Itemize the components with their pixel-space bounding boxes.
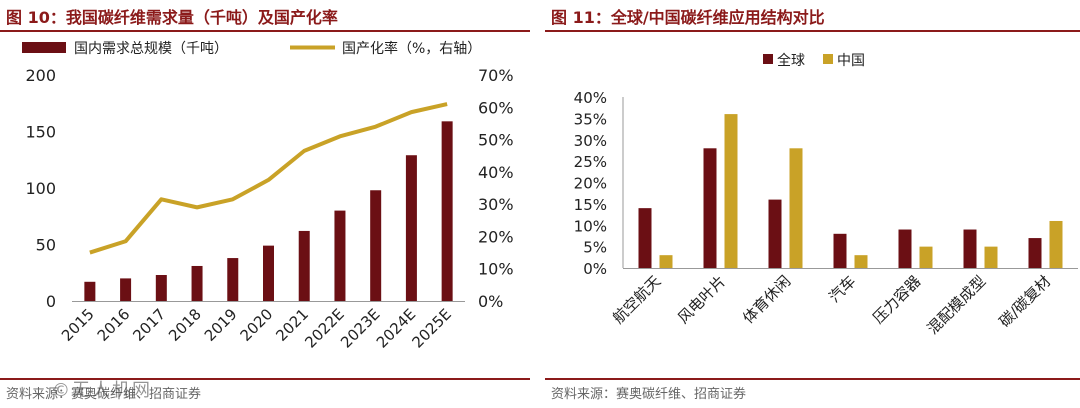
localization-rate-line — [89, 102, 448, 255]
right-title-rule — [545, 30, 1080, 32]
x-axis-category-label: 2015 — [58, 305, 98, 345]
right-axis-tick-label: 40% — [478, 163, 514, 182]
y-axis-tick-label: 40% — [574, 89, 607, 107]
left-figure-panel: 图 10：我国碳纤维需求量（千吨）及国产化率 国内需求总规模（千吨） 国产化率（%… — [0, 0, 530, 408]
x-axis-category-label: 2019 — [201, 305, 241, 345]
right-source-rule — [545, 378, 1080, 380]
y-axis-tick-label: 30% — [574, 132, 607, 150]
demand-bar — [227, 258, 239, 301]
x-axis-category-label: 2017 — [129, 305, 169, 345]
x-axis-category-label: 2016 — [94, 305, 134, 345]
china-share-bar — [854, 255, 868, 268]
y-axis-tick-label: 15% — [574, 196, 607, 214]
china-share-bar — [984, 246, 998, 268]
x-axis-category-label: 2018 — [165, 305, 205, 345]
legend-swatch-global — [763, 54, 773, 64]
x-axis-category-label: 压力容器 — [869, 272, 924, 327]
china-share-bar — [659, 255, 673, 268]
x-axis-category-label: 2025E — [409, 305, 455, 351]
demand-bar — [263, 245, 274, 301]
left-figure-title: 图 10：我国碳纤维需求量（千吨）及国产化率 — [6, 8, 338, 27]
right-axis-tick-label: 70% — [478, 66, 514, 85]
legend-swatch-china — [823, 54, 833, 64]
right-axis-tick-label: 10% — [478, 260, 514, 279]
global-share-bar — [1028, 238, 1042, 268]
left-axis-tick-label: 0 — [46, 292, 56, 311]
right-figure-panel: 图 11：全球/中国碳纤维应用结构对比 全球 中国 0% 5% 10% 15% 20% 25%… — [545, 0, 1080, 408]
application-chart: 全球 中国 0% 5% 10% 15% 20% 25% 30% 35% 40% 航空航天 风电叶片 体育休… — [574, 52, 1078, 338]
demand-bar — [334, 210, 346, 301]
x-axis-category-label: 2024E — [373, 305, 419, 351]
x-axis-category-label: 体育休闲 — [739, 272, 794, 327]
y-axis-tick-label: 0% — [583, 260, 607, 278]
y-axis-tick-label: 20% — [574, 175, 607, 193]
x-axis-category-label: 2020 — [237, 305, 277, 345]
demand-bar — [298, 230, 310, 301]
global-share-bar — [638, 208, 652, 268]
y-axis-tick-label: 25% — [574, 153, 607, 171]
global-share-bar — [898, 229, 912, 268]
right-source-note: 资料来源：赛奥碳纤维、招商证券 — [551, 387, 747, 402]
x-axis-category-label: 风电叶片 — [674, 272, 729, 327]
right-axis-tick-label: 0% — [478, 292, 503, 311]
y-axis-tick-label: 10% — [574, 217, 607, 235]
x-axis-category-label: 混配模成型 — [924, 272, 990, 338]
china-share-bar — [789, 148, 803, 268]
left-title-rule — [0, 30, 530, 32]
demand-bar — [441, 121, 453, 301]
left-source-rule — [0, 378, 530, 380]
demand-bar — [191, 265, 203, 301]
right-axis-tick-label: 30% — [478, 195, 514, 214]
china-share-bar — [724, 114, 738, 268]
global-share-bar — [768, 199, 782, 268]
global-share-bar — [703, 148, 717, 268]
legend-label-china: 中国 — [837, 53, 865, 69]
china-share-bar — [919, 246, 933, 268]
legend-label-global: 全球 — [777, 52, 805, 69]
china-share-bar — [1049, 220, 1063, 268]
left-axis-tick-label: 100 — [25, 179, 56, 198]
watermark: ©无人机网 — [52, 380, 152, 401]
x-axis-category-label: 2023E — [337, 305, 383, 351]
demand-bar — [405, 155, 417, 301]
legend-swatch-demand — [22, 42, 66, 53]
demand-bar — [84, 281, 96, 301]
demand-bar — [120, 278, 132, 301]
legend-label-demand: 国内需求总规模（千吨） — [74, 41, 228, 57]
left-axis-tick-label: 150 — [25, 123, 56, 142]
left-axis-tick-label: 200 — [25, 66, 56, 85]
x-axis-category-label: 航空航天 — [609, 272, 664, 327]
right-axis-tick-label: 60% — [478, 98, 514, 117]
left-axis-tick-label: 50 — [36, 236, 56, 255]
x-axis-category-label: 2022E — [301, 305, 347, 351]
demand-bar — [155, 275, 167, 301]
x-axis-category-label: 碳/碳复材 — [996, 272, 1055, 331]
right-axis-tick-label: 20% — [478, 227, 514, 246]
global-share-bar — [963, 229, 977, 268]
legend-label-localization: 国产化率（%，右轴） — [342, 40, 481, 57]
right-axis-tick-label: 50% — [478, 131, 514, 150]
global-share-bar — [833, 233, 847, 268]
demand-chart: 国内需求总规模（千吨） 国产化率（%，右轴） 0 50 100 150 200 0% 10% 20… — [22, 40, 514, 352]
right-figure-title: 图 11：全球/中国碳纤维应用结构对比 — [551, 8, 825, 27]
x-axis-category-label: 汽车 — [825, 272, 859, 306]
demand-bar — [370, 190, 382, 301]
left-source-note: 资料来源：赛奥碳纤维、招商证券 — [6, 387, 202, 402]
y-axis-tick-label: 35% — [574, 110, 607, 128]
y-axis-tick-label: 5% — [583, 239, 607, 257]
